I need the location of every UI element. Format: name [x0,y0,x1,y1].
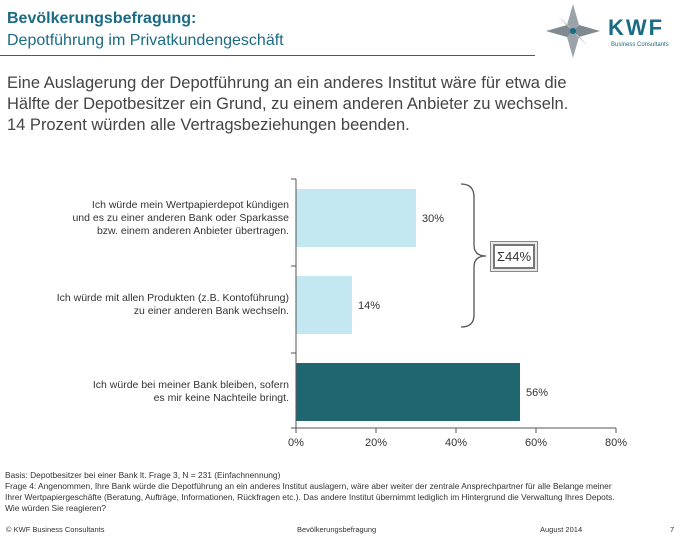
lead-line: Hälfte der Depotbesitzer ein Grund, zu e… [7,95,569,113]
lead-line: Eine Auslagerung der Depotführung an ein… [7,74,567,92]
x-tick-label: 0% [288,437,304,449]
category-label: Ich würde bei meiner Bank bleiben, sofer… [4,379,289,405]
category-label-line: es mir keine Nachteile bringt. [153,392,289,404]
bar [296,363,520,421]
category-label-line: Ich würde mit allen Produkten (z.B. Kont… [56,292,289,304]
bar-value-label: 30% [422,213,444,225]
footer-center: Bevölkerungsbefragung [297,525,377,534]
footer-page: 7 [670,525,675,534]
lead-text: Eine Auslagerung der Depotführung an ein… [7,73,677,136]
slide-title: Bevölkerungsbefragung: [7,10,197,27]
bar [296,276,352,334]
category-label: Ich würde mein Wertpapierdepot kündigen u… [4,199,289,238]
slide-subtitle: Depotführung im Privatkundengeschäft [7,32,284,49]
bar-value-label: 56% [526,387,548,399]
bar-value-label: 14% [358,300,380,312]
bar [296,189,416,247]
x-tick-label: 20% [365,437,387,449]
bar-chart: 30% 14% 56% 0% 20% 40% 60% 80% [288,178,627,449]
kwf-logo-icon [546,4,600,58]
x-tick-label: 60% [525,437,547,449]
category-label-line: bzw. einem anderen Anbieter übertragen. [96,224,289,237]
sum-annotation: Σ44% [493,244,535,269]
footnote-line: Wie würden Sie reagieren? [5,503,107,513]
category-label-line: zu einer anderen Bank wechseln. [133,305,289,317]
x-tick-label: 80% [605,437,627,449]
slide-footer: © KWF Business Consultants Bevölkerungsb… [0,525,683,537]
footer-date: August 2014 [540,525,583,534]
footnote-line: Ihrer Wertpapiergeschäfte (Beratung, Auf… [5,492,615,502]
footer-copyright: © KWF Business Consultants [6,525,105,534]
footnote-line: Basis: Depotbesitzer bei einer Bank lt. … [5,470,281,480]
header-divider [0,55,535,56]
footnotes: Basis: Depotbesitzer bei einer Bank lt. … [5,470,680,514]
sum-bracket [460,183,487,328]
category-label-line: Ich würde bei meiner Bank bleiben, sofer… [92,379,289,391]
category-label-line: und es zu einer anderen Bank oder Sparka… [72,211,289,224]
slide-header: Bevölkerungsbefragung: Depotführung im P… [0,0,683,60]
footnote-line: Frage 4: Angenommen, Ihre Bank würde die… [5,481,612,491]
lead-line: 14 Prozent würden alle Vertragsbeziehung… [7,116,410,134]
logo-subtext: Business Consultants [611,42,669,48]
sum-annotation-box: Σ44% [490,241,538,272]
category-label-line: Ich würde mein Wertpapierdepot kündigen [91,198,289,211]
x-tick-label: 40% [445,437,467,449]
logo-text: KWF [608,15,665,40]
category-label: Ich würde mit allen Produkten (z.B. Kont… [4,292,289,318]
